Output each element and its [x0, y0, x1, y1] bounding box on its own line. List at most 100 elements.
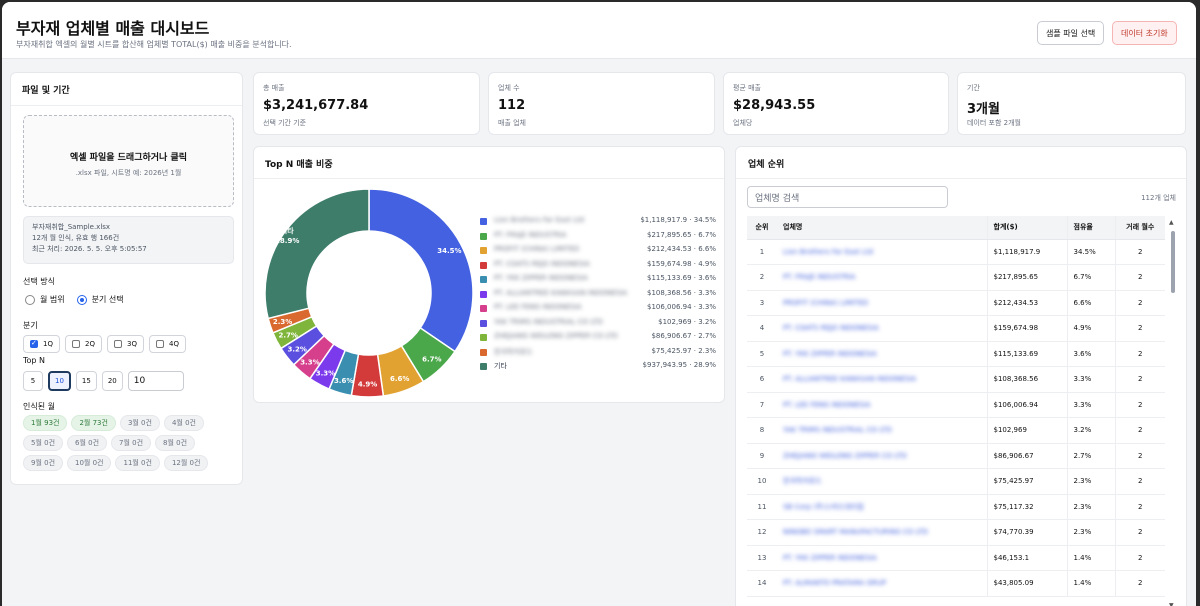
ranking-table: 순위 업체명 합계($) 점유율 거래 월수 1 Lion Brothers Fa… [747, 216, 1165, 597]
table-row[interactable]: 11 SB Corp (주)스피드대리점 $75,117.32 2.3% 2 [747, 494, 1165, 520]
cell-total: $1,118,917.9 [986, 239, 1067, 265]
cell-rank: 10 [747, 468, 777, 495]
scroll-down-icon[interactable]: ▼ [1169, 602, 1174, 606]
reset-data-button[interactable]: 데이터 초기화 [1112, 21, 1177, 45]
donut-slice[interactable] [368, 188, 474, 353]
table-row[interactable]: 5 PT. YKK ZIPPER INDONESIA $115,133.69 3.6%… [747, 341, 1165, 367]
quarter-3q-checkbox[interactable]: 3Q [107, 335, 144, 353]
cell-vendor: ZHEJIANG WEILONG ZIPPER CO LTD [777, 443, 987, 469]
divider [11, 105, 242, 106]
vendor-search-input[interactable]: 업체명 검색 [747, 186, 948, 208]
vendor-count: 112개 업체 [1141, 194, 1176, 202]
topn-10-button[interactable]: 10 [48, 371, 71, 391]
sample-file-button[interactable]: 샘플 파일 선택 [1037, 21, 1105, 45]
vendor-name[interactable]: NINGBO SMART MANUFACTURING CO LTD [783, 528, 929, 537]
vendor-name[interactable]: 한국학카로드 [783, 477, 822, 486]
cell-total: $43,805.09 [986, 570, 1067, 597]
quarter-label-4q: 4Q [169, 340, 179, 348]
table-row[interactable]: 12 NINGBO SMART MANUFACTURING CO LTD $74,7… [747, 519, 1165, 546]
select-mode-label: 선택 방식 [23, 277, 55, 286]
cell-vendor: 한국학카로드 [777, 468, 987, 495]
quarter-4q-checkbox[interactable]: 4Q [149, 335, 186, 353]
topn-input[interactable]: 10 [127, 371, 184, 391]
col-rank-header[interactable]: 순위 [747, 216, 777, 240]
cell-vendor: NINGBO SMART MANUFACTURING CO LTD [777, 519, 987, 546]
slice-percent: 2.7% [278, 331, 297, 339]
cell-vendor: PT. YKK ZIPPER INDONESIA [777, 341, 987, 367]
table-row[interactable]: 9 ZHEJIANG WEILONG ZIPPER CO LTD $86,906.6… [747, 443, 1165, 469]
legend-swatch [480, 363, 487, 370]
legend-label: YAK TRIMS INDUSTRIAL CO LTD [494, 317, 603, 326]
vendor-name[interactable]: PT. LEE FENG INDONESIA [783, 400, 871, 409]
stat-label: 업체 수 [498, 84, 520, 92]
divider [254, 178, 724, 179]
vendor-name[interactable]: PT. YKK ZIPPER INDONESIA [783, 349, 877, 358]
month-chip: 4월 0건 [163, 415, 204, 431]
stat-sub: 선택 기간 기준 [263, 119, 307, 127]
vendor-name[interactable]: PT. YKK ZIPPER INDONESIA [783, 553, 877, 562]
table-row[interactable]: 2 PT. FRAJE INDUSTRIA $217,895.65 6.7% 2 [747, 264, 1165, 291]
col-share-header[interactable]: 점유율 [1066, 216, 1115, 240]
vendor-name[interactable]: SB Corp (주)스피드대리점 [783, 502, 864, 511]
table-row[interactable]: 6 PT. ALLIANTREE KAWASAN INDONESIA $108,36… [747, 366, 1165, 393]
checkbox-icon [156, 340, 164, 348]
month-chip: 5월 0건 [23, 435, 64, 451]
vendor-name[interactable]: PT. FRAJE INDUSTRIA [783, 273, 856, 282]
topn-20-button[interactable]: 20 [101, 371, 123, 391]
scrollbar-thumb[interactable] [1171, 231, 1175, 293]
legend-swatch [480, 290, 487, 298]
checkbox-icon [72, 340, 80, 348]
cell-months: 2 [1114, 468, 1165, 495]
cell-months: 2 [1114, 290, 1165, 316]
quarter-2q-checkbox[interactable]: 2Q [65, 335, 102, 353]
legend-swatch [480, 334, 487, 341]
col-months-header[interactable]: 거래 월수 [1114, 216, 1165, 240]
donut-slice[interactable] [264, 188, 370, 320]
vendor-name[interactable]: PROFIT (CHINA) LIMITED [783, 298, 869, 307]
legend-swatch [480, 319, 487, 327]
mode-month-radio[interactable]: 월 범위 [25, 294, 65, 305]
cell-share: 2.3% [1066, 468, 1115, 495]
legend-label: PT. COATS REJO INDONESIA [494, 259, 590, 268]
col-total-header[interactable]: 합계($) [986, 216, 1067, 240]
legend-swatch [480, 348, 487, 356]
table-scrollbar[interactable]: ▲ ▼ [1169, 219, 1177, 606]
table-row[interactable]: 13 PT. YKK ZIPPER INDONESIA $46,153.1 1.4% 2 [747, 545, 1165, 571]
vendor-name[interactable]: Lion Brothers Far East Ltd [783, 247, 874, 256]
vendor-name[interactable]: YAK TRIMS INDUSTRIAL CO LTD [783, 426, 892, 435]
cell-rank: 2 [747, 264, 777, 291]
topn-15-button[interactable]: 15 [75, 371, 97, 391]
table-row[interactable]: 4 PT. COATS REJO INDONESIA $159,674.98 4.9%… [747, 315, 1165, 342]
table-row[interactable]: 1 Lion Brothers Far East Ltd $1,118,917.9 3… [747, 239, 1165, 265]
legend-item: PT. ALLIANTREE KAWASAN INDONESIA $108,368… [480, 288, 716, 303]
cell-total: $86,906.67 [986, 443, 1067, 469]
topn-5-button[interactable]: 5 [23, 371, 43, 391]
quarter-1q-checkbox[interactable]: 1Q [23, 335, 60, 353]
table-row[interactable]: 8 YAK TRIMS INDUSTRIAL CO LTD $102,969 3.2%… [747, 417, 1165, 444]
table-row[interactable]: 10 한국학카로드 $75,425.97 2.3% 2 [747, 468, 1165, 495]
table-row[interactable]: 7 PT. LEE FENG INDONESIA $106,006.94 3.3% 2 [747, 392, 1165, 418]
month-chip: 12월 0건 [163, 455, 209, 471]
topn-label: Top N [23, 356, 46, 365]
vendor-name[interactable]: PT. ALMANTO PRATAMA GRUP [783, 579, 887, 588]
file-dropzone[interactable]: 엑셀 파일을 드래그하거나 클릭 .xlsx 파일, 시트명 예: 2026년 … [23, 115, 234, 207]
cell-months: 2 [1114, 239, 1165, 265]
mode-quarter-radio[interactable]: 분기 선택 [76, 294, 124, 305]
table-row[interactable]: 14 PT. ALMANTO PRATAMA GRUP $43,805.09 1.4%… [747, 570, 1165, 597]
cell-total: $212,434.53 [986, 290, 1067, 316]
legend-value: $115,133.69 · 3.6% [647, 274, 716, 282]
table-row[interactable]: 3 PROFIT (CHINA) LIMITED $212,434.53 6.6% 2 [747, 290, 1165, 316]
legend-label: ZHEJIANG WEILONG ZIPPER CO LTD [494, 332, 618, 340]
month-chip: 6월 0건 [67, 435, 108, 451]
cell-rank: 12 [747, 519, 777, 546]
cell-rank: 1 [747, 239, 777, 265]
dropzone-hint: .xlsx 파일, 시트명 예: 2026년 1월 [75, 169, 182, 177]
vendor-name[interactable]: PT. ALLIANTREE KAWASAN INDONESIA [783, 375, 917, 384]
vendor-name[interactable]: ZHEJIANG WEILONG ZIPPER CO LTD [783, 451, 907, 460]
month-chip: 1월 93건 [23, 415, 68, 431]
scroll-up-icon[interactable]: ▲ [1169, 219, 1174, 226]
cell-months: 2 [1114, 264, 1165, 291]
cell-total: $75,117.32 [986, 494, 1067, 520]
vendor-name[interactable]: PT. COATS REJO INDONESIA [783, 324, 879, 333]
col-vendor-header[interactable]: 업체명 [777, 216, 987, 240]
